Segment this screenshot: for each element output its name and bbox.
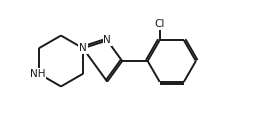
- Text: N: N: [103, 35, 111, 45]
- Text: NH: NH: [30, 69, 45, 79]
- Text: N: N: [79, 43, 87, 53]
- Text: Cl: Cl: [154, 19, 165, 29]
